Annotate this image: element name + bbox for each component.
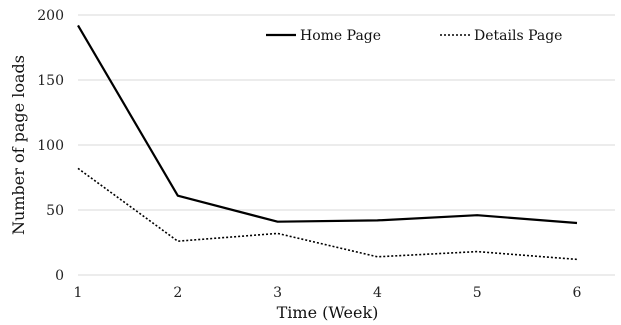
gridlines	[78, 14, 615, 276]
legend-label: Home Page	[300, 28, 381, 44]
x-tick-label: 5	[473, 285, 482, 301]
x-tick-label: 1	[74, 285, 83, 301]
x-tick-label: 4	[373, 285, 382, 301]
x-tick-labels: 1 2 3 4 5 6	[74, 285, 582, 301]
series-line-home-page	[77, 24, 578, 225]
y-axis-label: Number of page loads	[9, 55, 28, 235]
y-tick-label: 0	[55, 268, 64, 284]
x-tick-label: 6	[573, 285, 582, 301]
y-tick-label: 100	[37, 138, 64, 154]
legend: Home Page Details Page	[266, 28, 562, 44]
legend-label: Details Page	[474, 28, 562, 44]
series-lines	[77, 24, 578, 261]
y-tick-label: 200	[37, 8, 64, 24]
series-line-details-page	[77, 167, 578, 261]
x-axis-label: Time (Week)	[277, 303, 379, 322]
y-tick-labels: 0 50 100 150 200	[37, 8, 64, 284]
x-tick-label: 2	[173, 285, 182, 301]
y-tick-label: 150	[37, 73, 64, 89]
x-tick-label: 3	[273, 285, 282, 301]
y-tick-label: 50	[46, 203, 64, 219]
